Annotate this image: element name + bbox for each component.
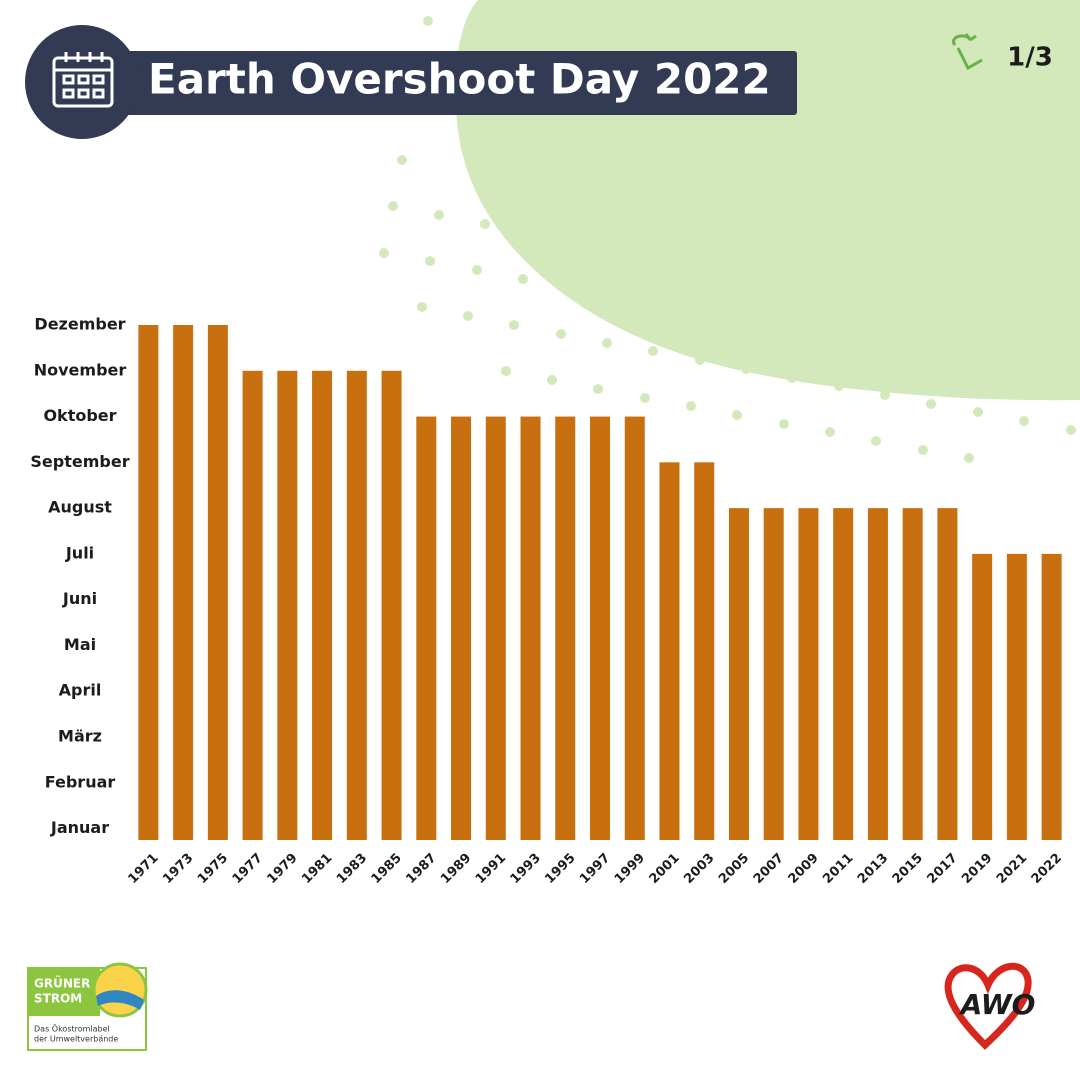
x-tick-label: 1999: [612, 851, 648, 887]
bar: [867, 508, 888, 840]
x-tick-label: 1985: [369, 851, 405, 887]
x-tick-label: 1997: [577, 851, 613, 887]
x-tick-label: 1975: [195, 851, 231, 887]
x-tick-label: 2021: [994, 851, 1030, 887]
brand-text: AWO: [959, 988, 1036, 1021]
x-tick-label: 1983: [334, 851, 370, 887]
x-tick-label: 1991: [473, 851, 509, 887]
bar: [902, 508, 923, 840]
calendar-icon: [52, 52, 114, 108]
x-tick-label: 2003: [681, 851, 717, 887]
bar: [207, 325, 228, 840]
x-tick-label: 2005: [716, 851, 752, 887]
y-tick-label: Juni: [62, 589, 97, 608]
bar: [659, 462, 680, 840]
bar: [833, 508, 854, 840]
x-tick-label: 1989: [438, 851, 474, 887]
x-tick-label: 2019: [959, 851, 995, 887]
x-tick-label: 1977: [230, 851, 266, 887]
y-tick-label: Dezember: [34, 315, 125, 334]
y-tick-label: April: [59, 681, 102, 700]
bar: [451, 416, 472, 840]
bar: [555, 416, 576, 840]
bar: [590, 416, 610, 840]
x-tick-label: 1995: [542, 851, 578, 887]
x-tick-label: 1993: [508, 851, 544, 887]
x-tick-label: 2015: [890, 851, 926, 887]
y-tick-label: Oktober: [43, 406, 116, 425]
bar: [520, 416, 541, 840]
bar: [728, 508, 749, 840]
y-tick-label: März: [58, 727, 102, 746]
bar: [346, 370, 367, 840]
awo-logo: AWO: [944, 962, 1036, 1050]
bar: [138, 325, 159, 840]
y-tick-label: Juli: [65, 543, 94, 562]
logo-text: STROM: [34, 992, 82, 1006]
bar: [173, 325, 194, 840]
x-tick-label: 1987: [403, 851, 439, 887]
bar: [312, 370, 333, 840]
x-tick-label: 1981: [299, 851, 335, 887]
x-tick-label: 2009: [786, 851, 822, 887]
bar: [485, 416, 506, 840]
bar: [1006, 553, 1027, 840]
y-tick-label: Mai: [64, 635, 96, 654]
bar: [937, 508, 958, 840]
bar: [624, 416, 645, 840]
y-tick-label: Januar: [50, 818, 109, 837]
swipe-icon: [952, 33, 983, 71]
x-tick-label: 2011: [820, 851, 856, 887]
bar: [277, 370, 298, 840]
x-tick-label: 2022: [1029, 851, 1065, 887]
bar: [694, 462, 715, 840]
y-tick-label: Februar: [45, 772, 116, 791]
y-tick-label: September: [30, 452, 129, 471]
x-tick-label: 2007: [751, 851, 787, 887]
bar: [798, 508, 819, 840]
y-tick-label: August: [48, 498, 112, 517]
chart-title: Earth Overshoot Day 2022: [148, 55, 771, 104]
x-tick-label: 1973: [160, 851, 196, 887]
bar: [242, 370, 263, 840]
x-tick-label: 1979: [264, 851, 300, 887]
logo-text: GRÜNER: [34, 976, 90, 991]
bar: [1041, 553, 1062, 840]
dots: [379, 16, 1076, 463]
bar: [381, 370, 402, 840]
y-tick-label: November: [34, 360, 127, 379]
x-tick-label: 2001: [647, 851, 683, 887]
page-number: 1/3: [1007, 43, 1053, 73]
x-tick-label: 2017: [925, 851, 961, 887]
logo-text: Das Ökostromlabel: [34, 1024, 110, 1034]
x-tick-label: 2013: [855, 851, 891, 887]
logo-text: der Umweltverbände: [34, 1035, 118, 1044]
bar: [416, 416, 437, 840]
x-tick-label: 1971: [125, 851, 161, 887]
title-banner: [110, 51, 797, 115]
bar: [972, 553, 993, 840]
bar: [763, 508, 784, 840]
green-label-logo: GRÜNER STROM Das Ökostromlabel der Umwel…: [27, 962, 148, 1051]
